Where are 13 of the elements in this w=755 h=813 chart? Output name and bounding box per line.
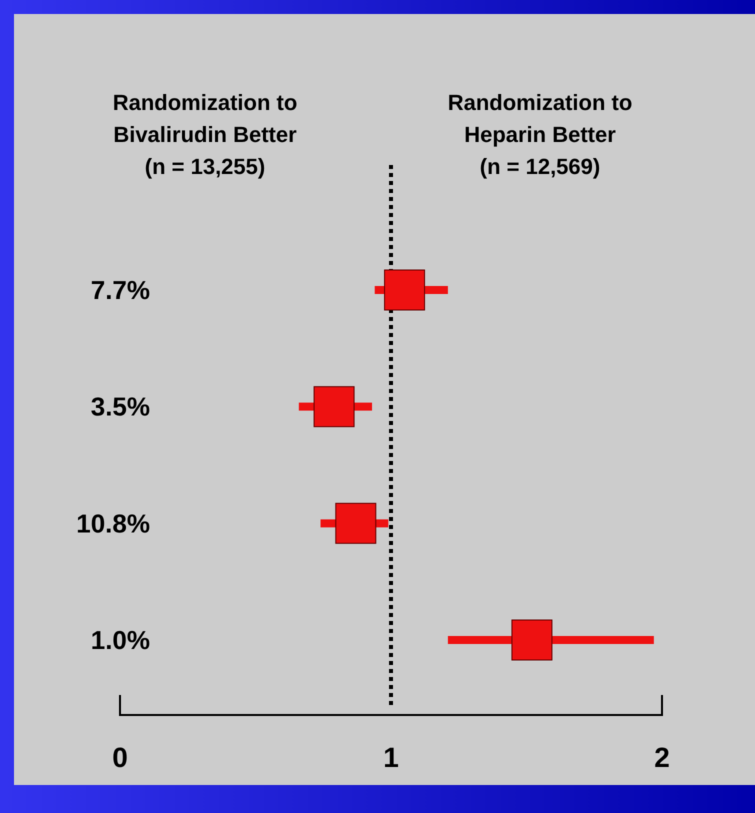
point xyxy=(511,620,552,660)
x-tick-label: 1 xyxy=(383,742,399,773)
annotation: Randomization to Heparin Better (n = 12,569) xyxy=(448,90,632,179)
point xyxy=(384,270,426,310)
y-tick-label: 7.7% xyxy=(90,275,150,305)
annotation: Randomization to Bivalirudin Better (n = 13,255) xyxy=(112,90,298,179)
x-tick-label: 0 xyxy=(112,742,128,773)
point xyxy=(335,502,376,544)
point xyxy=(314,386,355,428)
y-tick-label: 10.8% xyxy=(76,508,150,538)
x-tick-label: 2 xyxy=(654,742,670,773)
y-tick-label: 1.0% xyxy=(90,625,150,655)
y-tick-label: 3.5% xyxy=(90,392,150,422)
